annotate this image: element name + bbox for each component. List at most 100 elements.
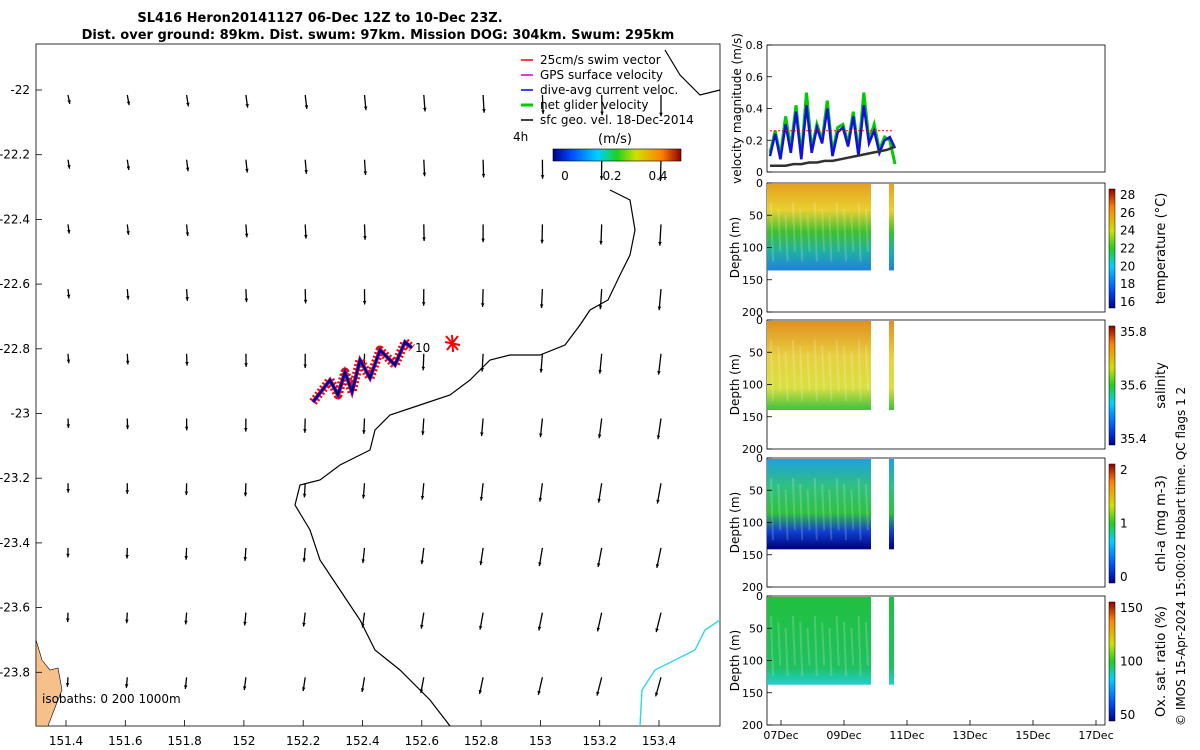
map-x-tick-label: 153 <box>529 734 552 748</box>
profile-texture-stroke <box>821 621 826 666</box>
profile-y-tick-label: 0 <box>756 314 763 327</box>
time-label: 4h <box>513 130 528 144</box>
current-arrow-head <box>481 173 486 178</box>
current-arrow-head <box>243 557 248 561</box>
profile-colorbar-tick-label: 22 <box>1120 242 1135 256</box>
current-arrow-head <box>423 107 427 112</box>
map-y-tick-label: -22.8 <box>0 342 30 356</box>
current-arrow-head <box>537 690 541 695</box>
current-arrow-head <box>126 166 131 171</box>
current-arrow-head <box>479 561 483 566</box>
current-arrow-head <box>480 432 484 437</box>
profile-colorbar-label: Ox. sat. ratio (%) <box>1154 606 1169 717</box>
profile-texture-stroke <box>857 202 862 262</box>
map-colorbar-ticks: 0 0.2 0.4 <box>561 169 667 183</box>
profile-y-label: Depth (m) <box>728 630 742 691</box>
profile-x-tick-label: 09Dec <box>826 729 861 742</box>
velocity-y-tick-label: 0 <box>756 166 763 179</box>
profile-texture-stroke <box>784 351 789 402</box>
profile-texture-stroke <box>791 339 796 392</box>
current-arrow-head <box>304 170 308 174</box>
isobath-200m <box>294 49 721 727</box>
profile-data-block <box>767 597 871 685</box>
profile-texture-stroke <box>828 214 833 262</box>
current-arrow-head <box>244 298 249 303</box>
profile-texture-stroke <box>806 627 811 666</box>
velocity-y-label: velocity magnitude (m/s) <box>730 33 744 184</box>
current-arrow-head <box>363 106 368 111</box>
profile-texture-stroke <box>843 345 847 402</box>
current-arrow-head <box>361 559 365 564</box>
current-arrow-head <box>420 560 424 565</box>
current-arrow-head <box>361 494 366 499</box>
profile-colorbar-tick-label: 35.6 <box>1120 379 1147 393</box>
profile-texture-stroke <box>857 339 862 402</box>
current-arrow-head <box>538 497 543 502</box>
current-arrow-head <box>654 692 659 697</box>
profile-texture-stroke <box>806 351 811 392</box>
current-arrow-head <box>125 425 130 430</box>
current-arrow-head <box>658 241 662 246</box>
current-arrow-head <box>478 625 483 630</box>
current-arrow-head <box>67 164 71 169</box>
current-arrow-head <box>243 686 247 691</box>
map-y-tick-label: -23.4 <box>0 536 30 550</box>
profile-colorbar-label: temperature (°C) <box>1154 193 1169 305</box>
current-arrow-head <box>302 622 306 627</box>
map-x-axis: 151.4 151.6 151.8 152 152.2 152.4 152.6 152.8 15… <box>49 720 676 748</box>
profile-colorbar <box>1108 188 1116 309</box>
map-panel: 10 151.4 151.6 151.8 152 152.2 152.4 152.6 152.… <box>0 43 721 748</box>
profile-data-block <box>767 184 871 271</box>
current-arrow-head <box>597 434 602 439</box>
current-arrow-head <box>540 239 544 244</box>
title-line-2: Dist. over ground: 89km. Dist. swum: 97k… <box>82 28 675 43</box>
land-mass <box>35 639 63 727</box>
profile-texture-stroke <box>813 615 818 676</box>
current-arrow-head <box>537 626 542 631</box>
legend-label: net glider velocity <box>540 98 648 112</box>
current-arrow-head <box>479 496 484 501</box>
profile-data-strip <box>889 321 894 411</box>
profile-texture-stroke <box>850 627 855 666</box>
profile-texture-stroke <box>791 615 796 666</box>
current-arrow-head <box>478 690 483 694</box>
glider-track-path <box>312 341 413 403</box>
current-arrow-head <box>66 359 71 364</box>
profile-data-strip <box>889 184 894 271</box>
current-arrow-field <box>65 94 663 697</box>
profile-y-tick-label: 200 <box>742 443 763 456</box>
profile-y-tick-label: 200 <box>742 306 763 319</box>
current-arrow-head <box>596 627 601 632</box>
current-arrow-head <box>125 554 129 559</box>
current-arrow-head <box>185 361 189 366</box>
current-arrow-head <box>657 370 661 375</box>
profile-colorbar-tick-label: 24 <box>1120 224 1135 238</box>
profile-texture-stroke <box>770 339 774 402</box>
profile-colorbar-tick-label: 100 <box>1120 655 1143 669</box>
profile-texture-stroke <box>864 345 869 392</box>
profile-x-tick-label: 15Dec <box>1015 729 1050 742</box>
profile-y-tick-label: 100 <box>742 517 763 530</box>
current-arrow-head <box>303 364 307 369</box>
profile-y-tick-label: 150 <box>742 274 763 287</box>
profile-colorbar <box>1108 601 1116 722</box>
current-arrow-head <box>244 427 248 432</box>
map-x-tick-label: 152 <box>232 734 255 748</box>
map-y-tick-label: -23.8 <box>0 665 30 679</box>
profile-colorbar-tick-label: 16 <box>1120 295 1135 309</box>
profile-colorbar-tick-label: 35.8 <box>1120 325 1147 339</box>
current-arrow-head <box>185 232 190 237</box>
title-line-1: SL416 Heron20141127 06-Dec 12Z to 10-Dec… <box>137 11 502 26</box>
isobath-1000m <box>639 619 721 727</box>
profile-texture-stroke <box>850 214 855 252</box>
current-arrow-head <box>244 363 248 367</box>
current-arrow-head <box>67 100 71 104</box>
legend-label: GPS surface velocity <box>540 68 663 82</box>
profile-texture-stroke <box>770 202 774 262</box>
current-arrow-head <box>659 112 663 117</box>
profile-y-tick-label: 100 <box>742 379 763 392</box>
current-arrow-head <box>421 302 426 306</box>
map-x-tick-label: 153.4 <box>642 734 676 748</box>
profile-texture-stroke <box>828 351 833 402</box>
current-arrow-head <box>598 305 603 310</box>
